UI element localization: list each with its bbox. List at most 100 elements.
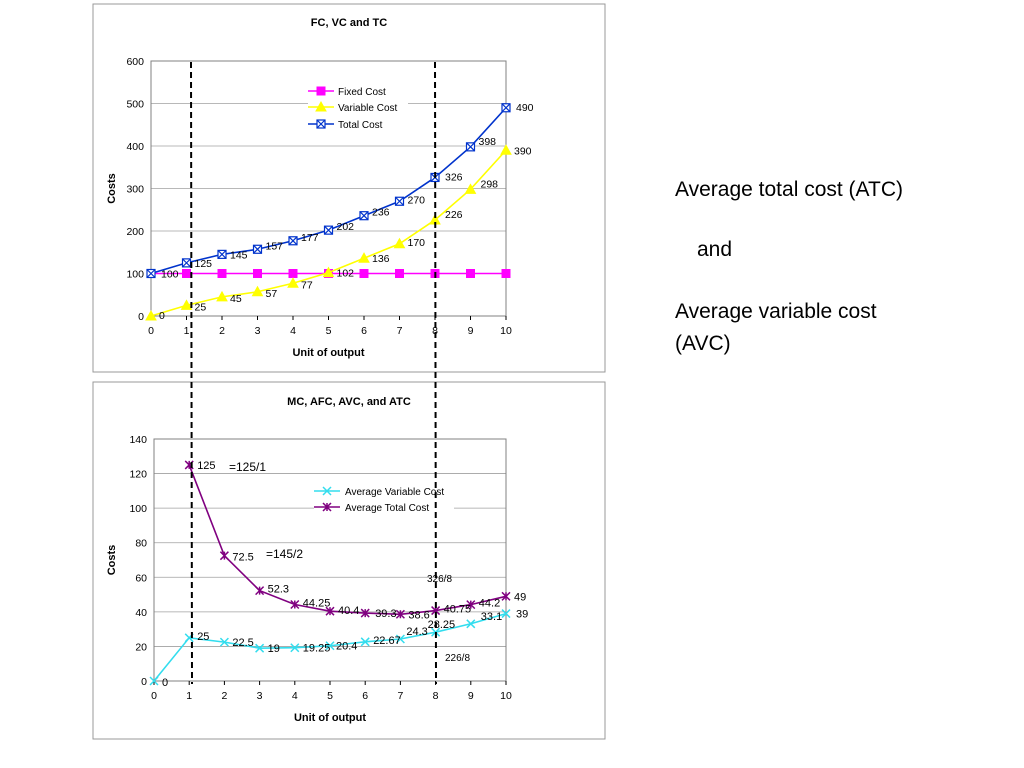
variable-cost-data-label: 102 [337,268,355,280]
chart2-x-tick-label: 1 [186,690,192,702]
chart1-y-tick-label: 100 [126,269,144,281]
average-variable-cost-point [325,641,335,651]
atc-data-label: 72.5 [232,552,253,564]
chart1-x-tick-label: 3 [255,325,261,337]
total-cost-point-cross [359,211,369,221]
total-cost-data-label: 270 [408,194,426,206]
chart1-x-tick-label: 5 [326,325,332,337]
fixed-cost-point [466,269,475,278]
total-cost-point-cross [324,225,333,235]
variable-cost-data-label: 298 [481,178,499,190]
variable-cost-point [322,266,335,278]
avc-data-label: 24.3 [406,626,427,638]
variable-cost-point [500,144,512,155]
average-variable-cost-point [501,609,511,619]
chart2-x-tick-label: 2 [221,690,227,702]
avc-data-label: 19.25 [303,643,331,655]
chart1-x-tick-label: 1 [184,325,190,337]
fixed-cost-point [217,269,227,278]
fixed-cost-point [253,269,262,278]
variable-cost-point [393,237,406,249]
variable-cost-data-label: 226 [445,209,463,221]
chart1-x-tick-label: 4 [290,325,296,337]
total-cost-data-label: 236 [372,207,390,219]
chart2-title: MC, AFC, AVC, and ATC [287,396,411,408]
chart2-x-tick-label: 0 [151,690,157,702]
variable-cost-point [251,285,264,297]
average-variable-cost-point [255,643,265,653]
chart1-x-tick-label: 6 [361,325,367,337]
total-cost-point-cross [288,236,298,246]
avc-data-label: 28.25 [428,619,456,631]
total-cost-data-label: 202 [337,221,355,233]
chart2-y-tick-label: 0 [141,676,147,688]
chart2-x-tick-label: 3 [257,690,263,702]
chart2-x-tick-label: 6 [362,690,368,702]
chart1-y-tick-label: 0 [138,311,144,323]
chart2-x-axis-label: Unit of output [294,712,366,724]
dashed-guide-line-q8 [434,61,437,685]
calculation-annotation: 226/8 [445,653,470,664]
chart2-frame [92,381,606,740]
atc-data-label: 40.75 [444,604,472,616]
chart1-y-tick-label: 500 [126,99,144,111]
total-cost-point-cross [501,103,511,113]
total-cost-data-label: 145 [230,249,248,261]
average-variable-cost-point [395,634,405,644]
chart1-x-tick-label: 0 [148,325,154,337]
dashed-guide-line-q1 [190,61,193,685]
legend-average-variable-cost-marker [322,486,332,496]
avc-data-label: 0 [162,677,168,689]
variable-cost-data-label: 0 [159,310,165,322]
total-cost-point-cross [182,258,191,268]
variable-cost-data-label: 136 [372,253,390,265]
chart1-x-tick-label: 9 [468,325,474,337]
total-cost-data-label: 490 [516,102,534,114]
average-total-cost-point [395,609,405,619]
avc-data-label: 22.5 [232,637,253,649]
variable-cost-point [180,299,193,310]
legend-variable-cost-marker [315,100,327,112]
chart2-legend [314,481,454,515]
fixed-cost-point [288,269,298,278]
chart1-x-tick-label: 7 [397,325,403,337]
average-total-cost-line [188,464,507,616]
variable-cost-data-label: 170 [408,237,426,249]
fixed-cost-point [182,269,191,278]
atc-data-label: 52.3 [268,584,289,596]
chart1-y-tick-label: 400 [126,141,144,153]
avc-data-label: 39 [516,609,528,621]
chart1-x-tick-label: 10 [500,325,512,337]
chart2-y-tick-label: 140 [129,434,147,446]
variable-cost-point [287,277,299,288]
legend-fixed-cost-label: Fixed Cost [338,87,386,98]
average-total-cost-point [290,599,300,610]
total-cost-data-label: 398 [479,136,497,148]
chart2-y-tick-label: 20 [135,641,147,653]
chart2-y-tick-label: 100 [129,503,147,515]
variable-cost-point [464,183,477,194]
avc-data-label: 19 [268,643,280,655]
atc-data-label: 44.25 [303,598,331,610]
atc-data-label: 125 [197,460,215,472]
avc-data-label: 22.67 [373,635,401,647]
total-cost-point-cross [217,249,227,259]
total-cost-data-label: 125 [195,258,213,270]
variable-cost-data-label: 57 [266,288,278,300]
variable-cost-point [145,309,157,321]
chart1-x-axis-label: Unit of output [292,347,364,359]
legend-total-cost-marker-cross [316,119,326,129]
total-cost-point-cross [466,142,475,152]
chart1-y-tick-label: 300 [126,184,144,196]
total-cost-data-label: 100 [161,269,179,281]
chart2-x-tick-label: 8 [433,690,439,702]
variable-cost-data-label: 45 [230,293,242,305]
average-total-cost-point [360,608,370,618]
total-cost-point-cross [253,244,262,254]
variable-cost-data-label: 390 [514,145,532,157]
chart1-x-tick-label: 8 [432,325,438,337]
total-cost-point-cross [146,269,156,278]
atc-heading: Average total cost (ATC) [675,178,903,201]
legend-average-total-cost-marker [322,502,332,512]
